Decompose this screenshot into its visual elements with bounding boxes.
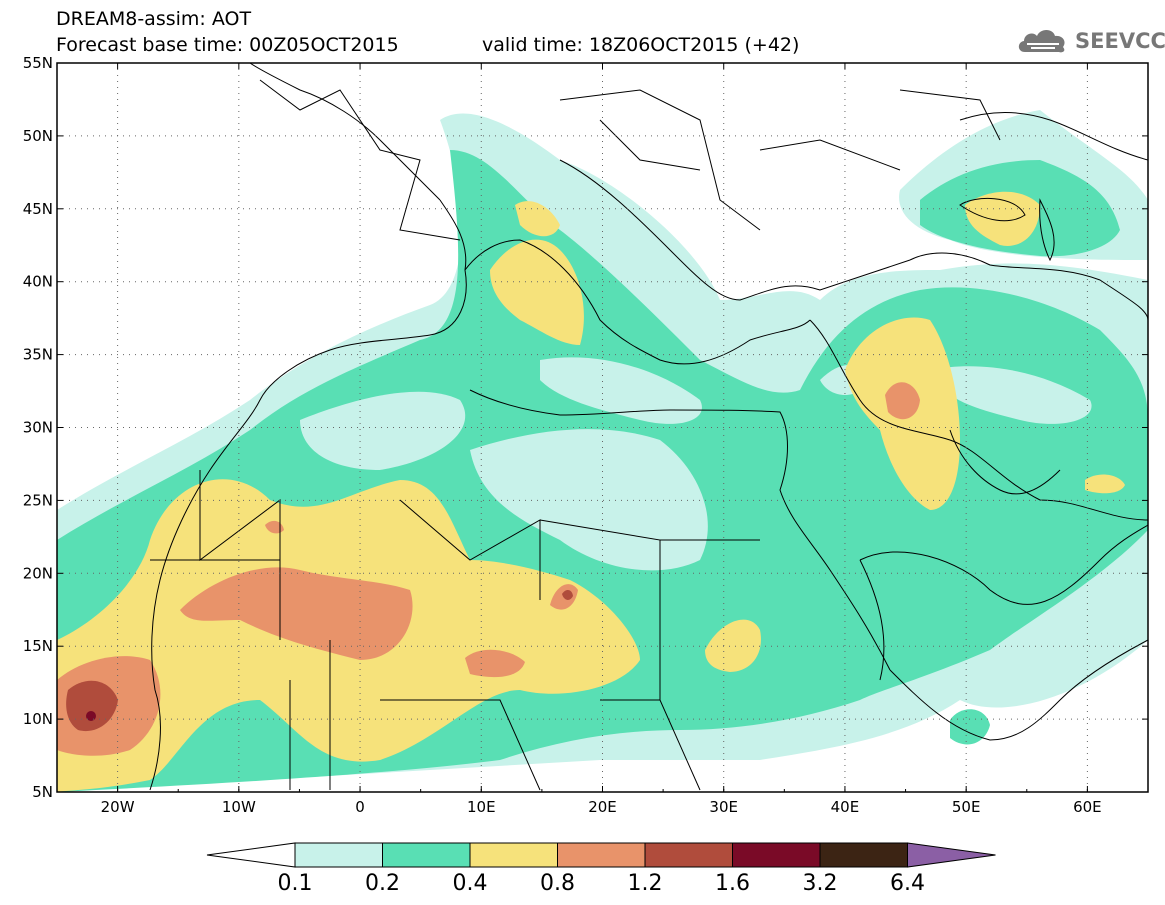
cloud-icon	[1018, 30, 1065, 53]
base-time-label: Forecast base time: 00Z05OCT2015	[56, 34, 399, 56]
lat-tick-label: 20N	[23, 564, 53, 582]
lat-tick-label: 5N	[32, 783, 53, 801]
color-legend: 0.1 0.2 0.4 0.8 1.2 1.6 3.2 6.4	[206, 842, 996, 896]
legend-swatch	[294, 842, 383, 868]
lon-tick-label: 0	[355, 798, 365, 816]
valid-time-label: valid time: 18Z06OCT2015 (+42)	[482, 34, 800, 56]
lat-tick-label: 45N	[23, 200, 53, 218]
lat-tick-label: 25N	[23, 491, 53, 509]
legend-label: 0.1	[278, 871, 313, 896]
legend-swatch	[382, 842, 471, 868]
legend-label: 0.4	[453, 871, 488, 896]
product-title: DREAM8-assim: AOT	[56, 8, 252, 30]
lat-tick-label: 10N	[23, 710, 53, 728]
legend-swatch	[644, 842, 733, 868]
lon-tick-label: 50E	[952, 798, 981, 816]
lat-tick-label: 15N	[23, 637, 53, 655]
lat-tick-label: 50N	[23, 127, 53, 145]
lon-tick-label: 40E	[831, 798, 860, 816]
lat-tick-label: 55N	[23, 54, 53, 72]
lat-tick-label: 30N	[23, 419, 53, 437]
legend-swatch	[819, 842, 908, 868]
lat-tick-label: 35N	[23, 346, 53, 364]
legend-label: 0.2	[365, 871, 400, 896]
lon-tick-label: 30E	[709, 798, 738, 816]
legend-swatch	[469, 842, 558, 868]
legend-label: 1.6	[715, 871, 750, 896]
lon-tick-label: 10W	[222, 798, 256, 816]
lon-tick-label: 60E	[1073, 798, 1102, 816]
legend-swatch	[557, 842, 646, 868]
logo-text: SEEVCCC	[1075, 29, 1165, 53]
lon-tick-label: 10E	[467, 798, 496, 816]
seevccc-logo: SEEVCCC	[1015, 24, 1165, 58]
lon-tick-label: 20W	[101, 798, 135, 816]
lon-tick-label: 20E	[588, 798, 617, 816]
legend-label: 6.4	[890, 871, 925, 896]
legend-label: 1.2	[628, 871, 663, 896]
legend-label: 3.2	[803, 871, 838, 896]
lat-tick-label: 40N	[23, 273, 53, 291]
legend-max-arrow	[907, 842, 996, 868]
legend-swatch	[732, 842, 821, 868]
legend-label: 0.8	[540, 871, 575, 896]
legend-min-arrow	[206, 842, 296, 868]
